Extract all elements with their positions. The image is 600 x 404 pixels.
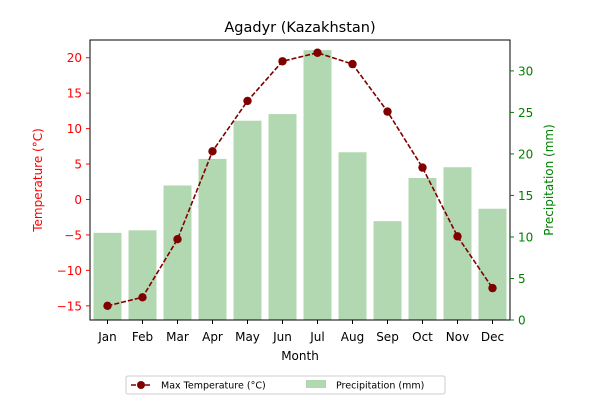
- precip-bar-mar: [163, 185, 192, 320]
- precip-bar-apr: [198, 158, 227, 320]
- precip-bar-feb: [128, 230, 157, 320]
- temp-point-jul: [313, 48, 322, 57]
- chart-title: Agadyr (Kazakhstan): [224, 20, 375, 36]
- x-tick-label-aug: Aug: [341, 330, 364, 344]
- y-left-tick-label: 0: [74, 193, 82, 207]
- y-axis-left-label: Temperature (°C): [31, 128, 45, 233]
- y-left-tick-label: 5: [74, 158, 82, 172]
- precip-bar-may: [233, 120, 262, 320]
- y-right-tick-label: 25: [518, 106, 533, 120]
- temp-point-sep: [383, 107, 392, 116]
- y-left-tick-label: −5: [64, 228, 82, 242]
- precip-bar-dec: [478, 208, 507, 320]
- legend-line-marker: [137, 381, 145, 389]
- precip-bar-jun: [268, 114, 297, 320]
- precip-bar-jul: [303, 50, 332, 320]
- precip-bar-nov: [443, 167, 472, 320]
- x-tick-label-dec: Dec: [481, 330, 504, 344]
- temp-point-may: [243, 96, 252, 106]
- x-tick-label-apr: Apr: [202, 330, 223, 344]
- y-left-tick-label: −15: [57, 299, 82, 313]
- precip-bar-aug: [338, 152, 367, 320]
- plot-frame: [89, 39, 511, 321]
- x-tick-label-jul: Jul: [309, 330, 324, 344]
- legend-frame: [125, 375, 446, 395]
- y-right-tick-label: 5: [518, 272, 526, 286]
- legend-label-precipitation: Precipitation (mm): [336, 381, 424, 392]
- legend-label-temperature: Max Temperature (°C): [161, 381, 266, 392]
- temp-point-jan: [103, 301, 112, 311]
- temperature-line-path: [107, 51, 494, 307]
- x-tick-label-nov: Nov: [446, 330, 469, 344]
- legend: Max Temperature (°C) Precipitation (mm): [125, 375, 446, 395]
- temp-point-oct: [418, 163, 427, 172]
- y-right-tick-label: 30: [518, 64, 533, 78]
- temp-point-apr: [208, 147, 217, 156]
- precip-bar-sep: [373, 221, 402, 320]
- y-left-tick-label: 20: [67, 51, 82, 65]
- temp-point-nov: [453, 232, 462, 241]
- temp-point-dec: [488, 283, 497, 293]
- axes: Jan Feb Mar Apr May Jun Jul Aug Sep Oct Nov Dec −15 −…: [57, 39, 533, 344]
- x-tick-label-mar: Mar: [166, 330, 189, 344]
- y-right-tick-label: 20: [518, 147, 533, 161]
- precip-bar-oct: [408, 178, 437, 320]
- temp-point-jun: [278, 57, 287, 66]
- x-tick-label-feb: Feb: [132, 330, 153, 344]
- y-right-tick-label: 0: [518, 314, 526, 328]
- y-axis-right-label: Precipitation (mm): [542, 124, 556, 236]
- y-left-tick-label: 10: [67, 122, 82, 136]
- x-tick-label-sep: Sep: [376, 330, 399, 344]
- temperature-line: [103, 48, 497, 311]
- precipitation-bars: [93, 50, 507, 320]
- temp-point-mar: [173, 234, 182, 244]
- x-tick-label-jan: Jan: [97, 330, 117, 344]
- legend-bar-swatch: [306, 380, 326, 388]
- x-tick-label-jun: Jun: [272, 330, 292, 344]
- temp-point-aug: [348, 59, 357, 69]
- x-tick-label-may: May: [235, 330, 260, 344]
- y-right-tick-label: 10: [518, 230, 533, 244]
- y-left-tick-label: −10: [57, 264, 82, 278]
- y-left-tick-label: 15: [67, 87, 82, 101]
- y-right-tick-label: 15: [518, 189, 533, 203]
- temp-point-feb: [138, 293, 147, 302]
- x-tick-label-oct: Oct: [412, 330, 433, 344]
- x-axis-label: Month: [281, 349, 319, 363]
